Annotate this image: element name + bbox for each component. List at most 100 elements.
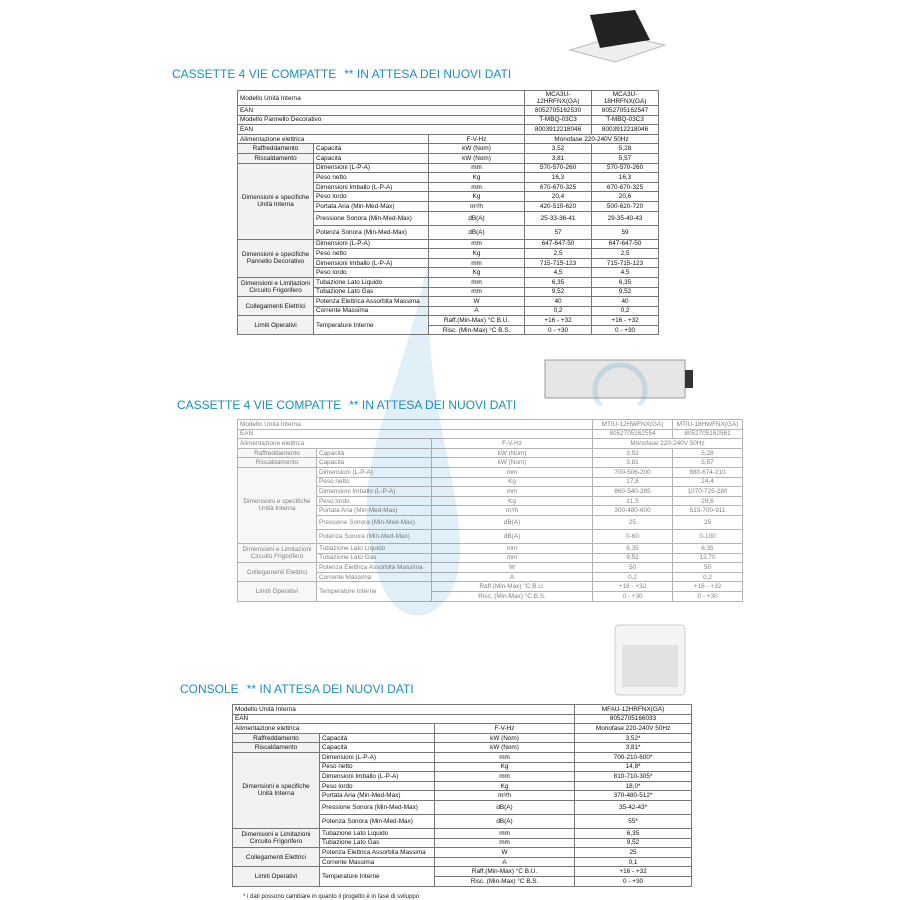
table-cell: Alimentazione elettrica	[237, 133, 429, 145]
table-cell: Temperature Interne	[319, 866, 435, 887]
table-cell: F-V-Hz	[427, 133, 526, 145]
section-note: ** IN ATTESA DEI NUOVI DATI	[344, 67, 512, 81]
table-cell: 16,3	[591, 172, 660, 183]
table-cell: 0-60	[592, 528, 674, 544]
table-cell: Dimensioni e Limitazioni Circuito Frigor…	[237, 276, 314, 298]
table-cell: 8003912218046	[524, 124, 593, 135]
table-cell: 0 - +30	[672, 590, 744, 602]
table-cell: Capacità	[313, 143, 429, 154]
table-cell: 3,52	[592, 447, 674, 459]
table-cell: Kg	[433, 761, 576, 773]
table-cell: 647-647-50	[524, 238, 593, 250]
table-cell: Kg	[427, 248, 526, 259]
table-cell: 0,2	[524, 305, 593, 317]
section-title: CASSETTE 4 VIE COMPATTE ** IN ATTESA DEI …	[172, 67, 511, 81]
table-cell: 570-570-260	[524, 162, 593, 174]
table-cell: MFAU-12HRFNX(GA)	[574, 704, 693, 715]
table-cell: Raff.(Min-Max) °C B.U.	[427, 315, 526, 326]
table-cell: mm	[427, 286, 526, 298]
table-cell: 715-715-123	[591, 257, 660, 269]
table-cell: 700-210-600*	[574, 751, 693, 763]
table-cell: 20,6	[591, 191, 660, 202]
table-cell: Potenza Sonora (Min-Med-Max)	[316, 528, 432, 544]
table-cell: Dimensioni Imballo (L-P-A)	[316, 486, 432, 497]
table-cell: dB(A)	[430, 528, 594, 544]
table-cell: 50	[592, 562, 674, 573]
table-cell: mm	[430, 542, 594, 554]
table-cell: 8052705162530	[524, 105, 593, 116]
table-cell: Collegamenti Elettrici	[232, 847, 320, 868]
table-cell: Collegamenti Elettrici	[237, 296, 314, 317]
table-cell: 5,57	[672, 457, 744, 468]
table-cell: Peso lordo	[313, 191, 429, 202]
table-cell: m³/h	[430, 505, 594, 516]
table-cell: A	[427, 305, 526, 317]
table-cell: Pressione Sonora (Min-Med-Max)	[313, 210, 429, 226]
table-cell: 6,35	[591, 276, 660, 288]
table-cell: 24,4	[672, 476, 744, 488]
table-cell: Raff.(Min-Max) °C B.U.	[433, 866, 576, 877]
table-cell: 0,1	[574, 856, 693, 868]
table-cell: W	[433, 847, 576, 858]
table-cell: kW (Nom)	[430, 447, 594, 459]
table-cell: kW (Nom)	[427, 152, 526, 164]
console-image	[614, 624, 686, 696]
table-cell: Kg	[430, 476, 594, 488]
table-cell: 29-35-40-43	[591, 210, 660, 226]
table-cell: Risc. (Min-Max) °C B.S.	[430, 590, 594, 602]
table-cell: EAN	[236, 105, 526, 116]
table-cell: Peso netto	[313, 248, 429, 259]
table-cell: Capacità	[319, 732, 435, 744]
table-cell: 6,35	[524, 276, 593, 288]
table-cell: Potenza Elettrica Assorbita Massima	[313, 296, 429, 307]
table-cell: 25	[574, 847, 693, 858]
table-cell: Tubazione Lato Gas	[313, 286, 429, 298]
table-cell: Monofase 220-240V 50Hz	[574, 723, 693, 734]
table-cell: Raffreddamento	[232, 732, 320, 744]
table-cell: Limiti Operativi	[232, 866, 320, 887]
table-cell: 0,2	[591, 305, 660, 317]
table-cell: 3,52*	[574, 732, 693, 744]
table-cell: Risc. (Min-Max) °C B.S.	[427, 324, 526, 336]
table-cell: Dimensioni Imballo (L-P-A)	[319, 771, 435, 782]
table-cell: MTIU-12HWFNX(GA)	[592, 419, 674, 430]
table-cell: 0 - +30	[574, 875, 693, 887]
table-cell: 570-570-260	[591, 162, 660, 174]
table-cell: EAN	[236, 124, 526, 135]
table-cell: +16 - +32	[524, 315, 593, 326]
table-cell: 1070-725-280	[672, 486, 744, 497]
table-cell: mm	[427, 238, 526, 250]
table-cell: Tubazione Lato Liquido	[316, 542, 432, 554]
table-cell: 3,81	[524, 152, 593, 164]
table-cell: 40	[524, 296, 593, 307]
table-cell: Potenza Sonora (Min-Med-Max)	[319, 813, 435, 829]
table-cell: Risc. (Min-Max) °C B.S.	[433, 875, 576, 887]
table-cell: kW (Nom)	[433, 742, 576, 753]
table-cell: Portata Aria (Min-Med-Max)	[313, 200, 429, 212]
table-cell: Kg	[427, 172, 526, 183]
table-cell: Portata Aria (Min-Med-Max)	[319, 790, 435, 801]
table-cell: Riscaldamento	[232, 742, 320, 753]
table-cell: kW (Nom)	[427, 143, 526, 154]
table-cell: Peso netto	[313, 172, 429, 183]
table-cell: A	[433, 856, 576, 868]
table-cell: 50	[672, 562, 744, 573]
table-cell: Dimensioni e Limitazioni Circuito Frigor…	[232, 827, 320, 849]
table-cell: mm	[427, 276, 526, 288]
table-cell: Tubazione Lato Gas	[319, 837, 435, 849]
table-cell: Modello Unità Interna	[236, 419, 594, 430]
table-cell: Kg	[427, 191, 526, 202]
table-cell: Portata Aria (Min-Med-Max)	[316, 505, 432, 516]
table-cell: +16 - +32	[592, 581, 674, 592]
table-cell: Corrente Massima	[316, 571, 432, 583]
table-cell: 670-670-325	[524, 181, 593, 193]
table-cell: 0,2	[672, 571, 744, 583]
table-cell: 715-715-123	[524, 257, 593, 269]
table-cell: +16 - +32	[591, 315, 660, 326]
table-cell: Dimensioni e specifiche Pannello Decorat…	[237, 238, 314, 278]
table-cell: 21,5	[592, 495, 674, 507]
table-cell: 6,35	[672, 542, 744, 554]
table-cell: 880-674-210	[672, 466, 744, 478]
table-cell: Modello Unità Interna	[231, 704, 576, 715]
table-cell: 370-480-512*	[574, 790, 693, 801]
